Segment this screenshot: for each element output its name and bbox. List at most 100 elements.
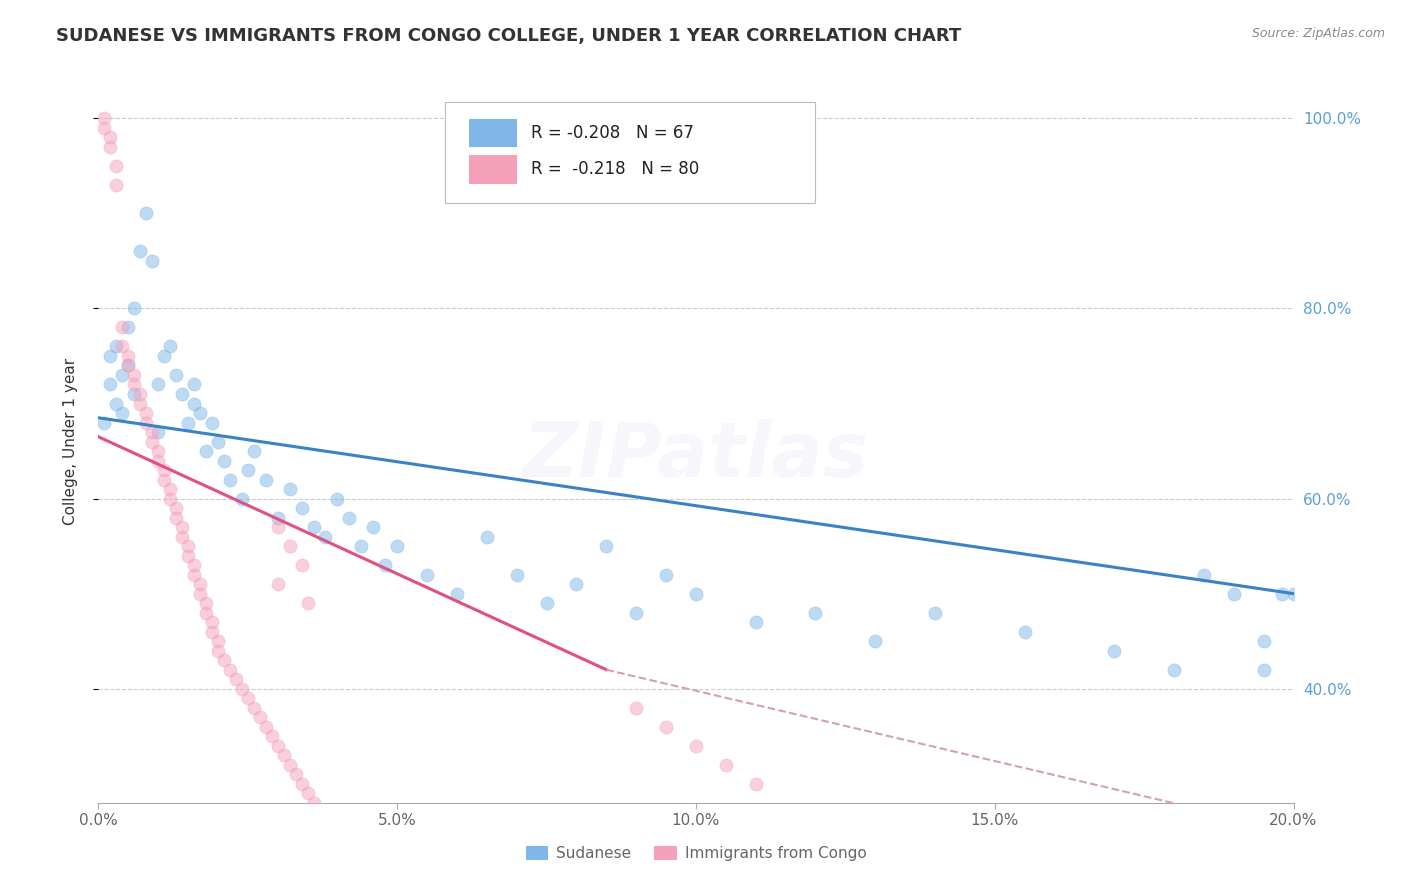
Point bbox=[148, 453, 170, 467]
Point bbox=[159, 339, 181, 353]
Point bbox=[260, 729, 283, 743]
Point bbox=[93, 416, 115, 430]
Point bbox=[141, 425, 163, 439]
Point bbox=[315, 530, 337, 544]
Point bbox=[267, 510, 290, 524]
Point bbox=[172, 520, 194, 534]
Point bbox=[804, 606, 827, 620]
Point bbox=[188, 406, 211, 420]
Point bbox=[129, 244, 152, 259]
Point bbox=[201, 624, 224, 639]
Point bbox=[219, 663, 242, 677]
Point bbox=[148, 377, 170, 392]
Point bbox=[225, 672, 247, 686]
Point bbox=[326, 814, 349, 829]
Point bbox=[924, 606, 946, 620]
Point bbox=[153, 463, 176, 477]
Point bbox=[177, 549, 200, 563]
Point bbox=[148, 444, 170, 458]
Point bbox=[1014, 624, 1036, 639]
Point bbox=[865, 634, 887, 648]
Point bbox=[1163, 663, 1185, 677]
Point bbox=[302, 796, 325, 810]
Point bbox=[267, 520, 290, 534]
Point bbox=[124, 368, 146, 382]
Point bbox=[1253, 663, 1275, 677]
Point bbox=[1192, 567, 1215, 582]
Point bbox=[685, 587, 707, 601]
Point bbox=[129, 396, 152, 410]
Bar bbox=[470, 119, 517, 147]
Point bbox=[105, 396, 128, 410]
Point bbox=[254, 473, 277, 487]
Point bbox=[141, 254, 163, 268]
Point bbox=[124, 301, 146, 316]
Point bbox=[1223, 587, 1246, 601]
Point bbox=[350, 539, 373, 553]
Point bbox=[129, 387, 152, 401]
Point bbox=[385, 539, 409, 553]
Point bbox=[291, 777, 314, 791]
Text: R = -0.208   N = 67: R = -0.208 N = 67 bbox=[531, 124, 695, 142]
Point bbox=[446, 587, 468, 601]
Point bbox=[159, 482, 181, 496]
Point bbox=[284, 767, 307, 781]
Point bbox=[105, 178, 128, 192]
Point bbox=[236, 691, 259, 706]
Point bbox=[536, 596, 558, 610]
Point bbox=[475, 530, 498, 544]
Point bbox=[148, 425, 170, 439]
Point bbox=[188, 577, 211, 591]
Text: SUDANESE VS IMMIGRANTS FROM CONGO COLLEGE, UNDER 1 YEAR CORRELATION CHART: SUDANESE VS IMMIGRANTS FROM CONGO COLLEG… bbox=[56, 27, 962, 45]
Point bbox=[475, 891, 498, 892]
Point bbox=[655, 567, 678, 582]
Point bbox=[1271, 587, 1294, 601]
Point bbox=[339, 824, 361, 838]
Point bbox=[626, 606, 648, 620]
Point bbox=[249, 710, 271, 724]
Point bbox=[135, 416, 157, 430]
Point bbox=[212, 653, 235, 667]
Point bbox=[111, 406, 134, 420]
Point bbox=[506, 567, 529, 582]
Point bbox=[267, 739, 290, 753]
FancyBboxPatch shape bbox=[446, 102, 815, 203]
Point bbox=[626, 700, 648, 714]
Point bbox=[105, 339, 128, 353]
Point bbox=[267, 577, 290, 591]
Point bbox=[183, 377, 205, 392]
Point bbox=[416, 567, 439, 582]
Point bbox=[153, 473, 176, 487]
Point bbox=[254, 720, 277, 734]
Legend: Sudanese, Immigrants from Congo: Sudanese, Immigrants from Congo bbox=[519, 840, 873, 867]
Point bbox=[278, 539, 301, 553]
Text: Source: ZipAtlas.com: Source: ZipAtlas.com bbox=[1251, 27, 1385, 40]
Point bbox=[188, 587, 211, 601]
Point bbox=[98, 377, 122, 392]
Point bbox=[165, 510, 187, 524]
Point bbox=[183, 396, 205, 410]
Point bbox=[212, 453, 235, 467]
Point bbox=[278, 757, 301, 772]
Point bbox=[135, 206, 157, 220]
Point bbox=[111, 320, 134, 334]
Point bbox=[177, 539, 200, 553]
Point bbox=[172, 387, 194, 401]
Point bbox=[745, 615, 768, 630]
Point bbox=[243, 444, 266, 458]
Text: R =  -0.218   N = 80: R = -0.218 N = 80 bbox=[531, 161, 699, 178]
Point bbox=[124, 377, 146, 392]
Point bbox=[291, 558, 314, 573]
Point bbox=[326, 491, 349, 506]
Point bbox=[297, 786, 319, 800]
Point bbox=[177, 416, 200, 430]
Point bbox=[302, 520, 325, 534]
Point bbox=[105, 159, 128, 173]
Point bbox=[363, 843, 385, 857]
Point bbox=[124, 387, 146, 401]
Point bbox=[201, 416, 224, 430]
Point bbox=[1282, 587, 1305, 601]
Point bbox=[595, 539, 617, 553]
Point bbox=[339, 510, 361, 524]
Point bbox=[117, 359, 139, 373]
